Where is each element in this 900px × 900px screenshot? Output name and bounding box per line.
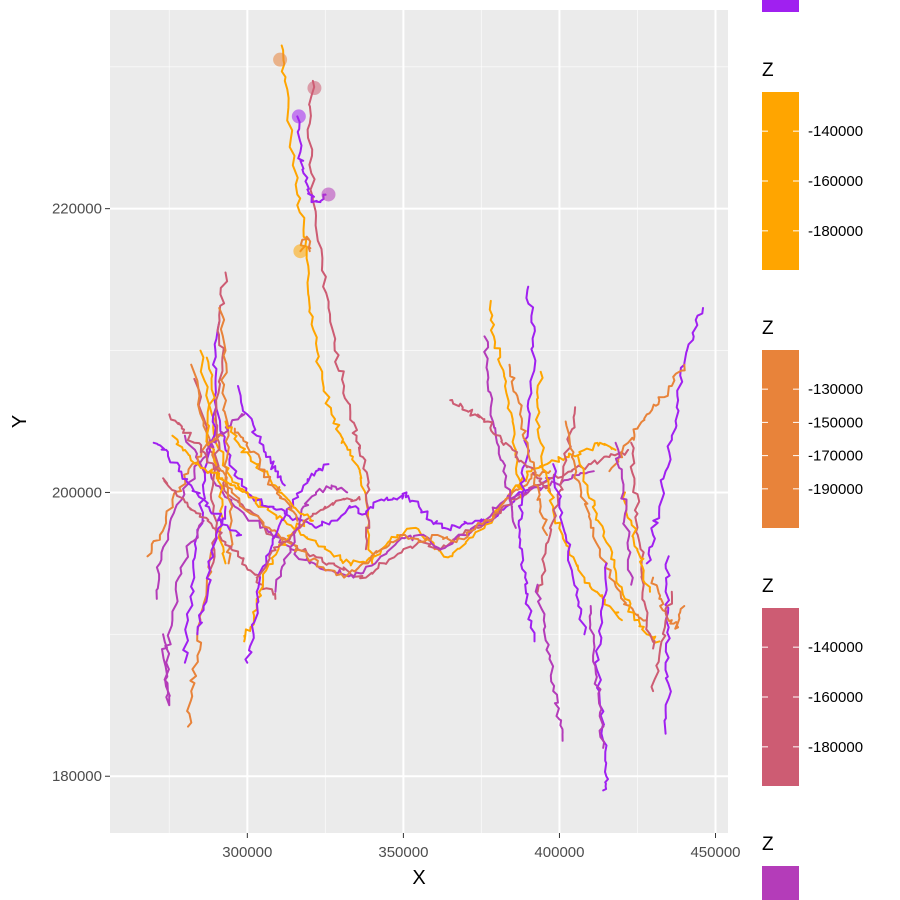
series-line xyxy=(577,456,661,644)
legend-title: Z xyxy=(762,576,774,597)
series-line xyxy=(237,385,286,487)
series-line xyxy=(162,477,277,600)
legend-label: -180000 xyxy=(808,739,863,756)
series-line xyxy=(608,363,686,473)
legend-title: Z xyxy=(762,318,774,339)
series-line xyxy=(218,307,234,565)
legend-colorbar xyxy=(762,866,799,900)
legend-colorbar xyxy=(762,0,799,12)
legend-colorbar xyxy=(762,350,799,528)
series-line xyxy=(152,441,243,537)
y-tick-label: 220000 xyxy=(52,201,102,218)
series-line xyxy=(552,463,587,636)
series-line xyxy=(536,406,577,593)
series-line xyxy=(208,271,229,572)
endpoint-marker xyxy=(321,187,336,202)
x-tick-label: 350000 xyxy=(378,844,428,861)
legend-title: Z xyxy=(762,60,774,81)
legend-colorbar xyxy=(762,92,799,270)
legend-label: -180000 xyxy=(808,223,863,240)
legend-label: -190000 xyxy=(808,481,863,498)
series-line xyxy=(306,79,371,551)
series-line xyxy=(161,519,205,707)
series-line xyxy=(244,463,330,664)
series-line xyxy=(483,335,517,529)
series-line xyxy=(488,299,525,501)
series-line xyxy=(274,484,349,593)
legend-label: -150000 xyxy=(808,414,863,431)
legend-title: Z xyxy=(762,834,774,855)
series-line xyxy=(564,420,648,622)
series-line xyxy=(535,370,623,622)
legend-label: -130000 xyxy=(808,381,863,398)
series-group xyxy=(146,44,704,792)
series-line xyxy=(508,363,548,536)
x-tick-label: 400000 xyxy=(534,844,584,861)
legend-label: -140000 xyxy=(808,123,863,140)
series-line xyxy=(650,590,673,693)
y-tick-label: 200000 xyxy=(52,484,102,501)
series-line xyxy=(588,605,606,749)
y-axis-title: Y xyxy=(9,415,31,428)
endpoint-marker xyxy=(307,81,322,96)
legend-label: -160000 xyxy=(808,173,863,190)
series-line xyxy=(171,434,261,508)
series-line xyxy=(614,441,634,586)
series-line xyxy=(155,413,246,600)
endpoint-marker xyxy=(293,244,308,259)
x-tick-label: 450000 xyxy=(690,844,740,861)
endpoint-markers xyxy=(273,52,336,259)
series-line xyxy=(215,406,555,532)
grid-lines xyxy=(110,10,728,833)
legend-label: -170000 xyxy=(808,448,863,465)
series-line xyxy=(296,115,327,204)
series-line xyxy=(182,321,221,664)
endpoint-marker xyxy=(273,52,288,67)
x-axis-title: X xyxy=(412,867,425,889)
x-tick-label: 300000 xyxy=(222,844,272,861)
series-line xyxy=(629,441,656,650)
axes: 300000 350000 400000 450000 180000 200000 2200… xyxy=(52,201,741,861)
series-line xyxy=(517,285,537,643)
series-line xyxy=(233,427,299,522)
legend-label: -140000 xyxy=(808,639,863,656)
y-tick-label: 180000 xyxy=(52,768,102,785)
series-line xyxy=(196,505,227,636)
series-line xyxy=(168,413,221,473)
series-line xyxy=(593,562,609,792)
legend: Z -140000 -160000 -180000 Z -130000 -150000 -17… xyxy=(762,0,863,900)
series-line xyxy=(645,307,704,565)
series-line xyxy=(255,495,361,579)
series-line xyxy=(280,44,375,565)
legend-colorbar xyxy=(762,608,799,786)
endpoint-marker xyxy=(291,109,306,124)
series-line xyxy=(534,583,564,742)
legend-label: -160000 xyxy=(808,689,863,706)
series-line xyxy=(190,363,552,579)
series-line xyxy=(663,555,672,735)
